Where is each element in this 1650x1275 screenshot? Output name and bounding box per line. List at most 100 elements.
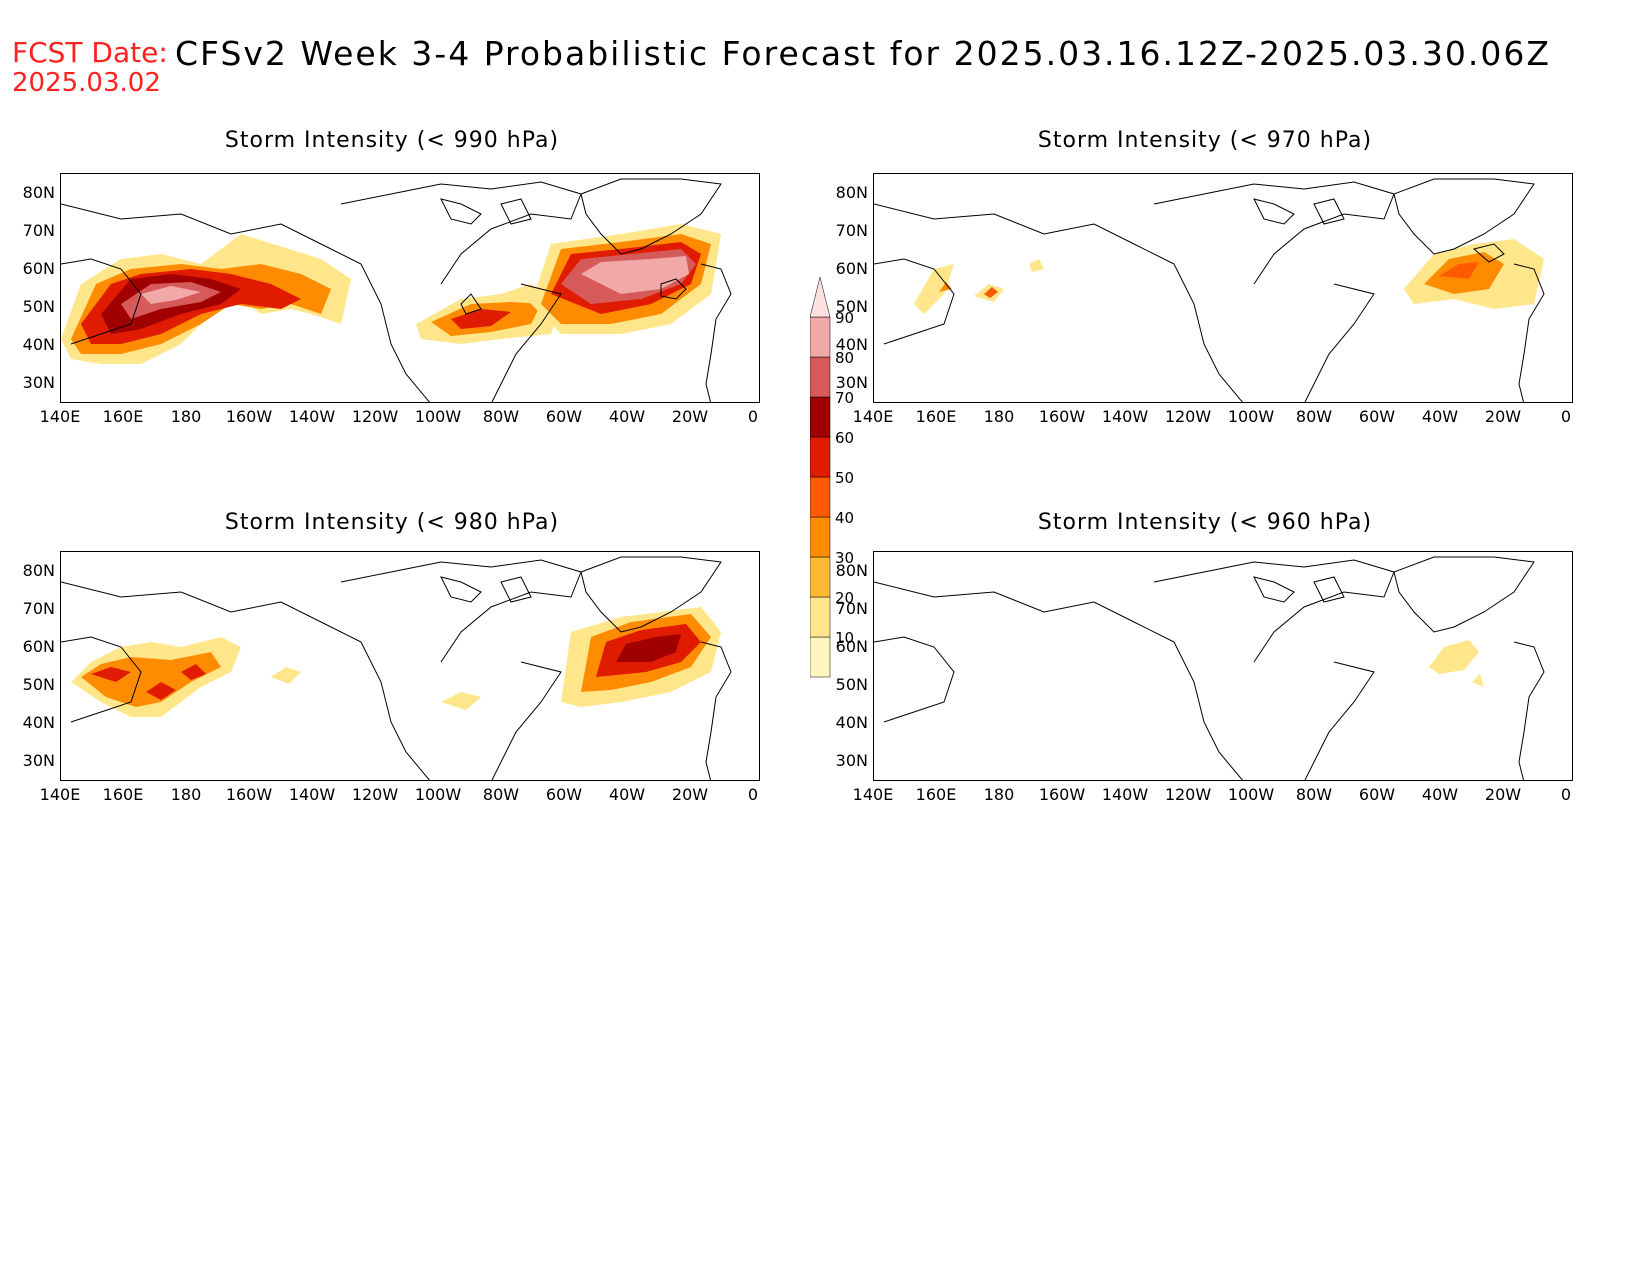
map-panel-980 (60, 551, 760, 781)
coastlines (61, 178, 732, 402)
colorbar-segment (810, 476, 831, 518)
lon-tick-label: 20W (1484, 407, 1522, 426)
lon-tick-label: 180 (983, 785, 1015, 804)
panel-title-980: Storm Intensity (< 980 hPa) (224, 510, 560, 535)
colorbar-segment (810, 276, 831, 318)
lon-tick-label: 140W (1101, 407, 1149, 426)
lat-tick-label: 50N (22, 297, 55, 316)
colorbar-level-label: 50 (835, 469, 855, 487)
lon-tick-label: 0 (747, 407, 759, 426)
map-svg-990 (61, 178, 732, 402)
lon-tick-label: 100W (1227, 407, 1275, 426)
lon-tick-label: 160E (102, 785, 144, 804)
lon-tick-label: 140E (39, 407, 81, 426)
lat-tick-label: 50N (835, 297, 868, 316)
lon-tick-label: 140E (852, 785, 894, 804)
lon-tick-label: 120W (351, 407, 399, 426)
lon-tick-label: 60W (1358, 785, 1396, 804)
colorbar-segment (810, 596, 831, 638)
colorbar-segment (810, 556, 831, 598)
probability-shading (71, 607, 721, 717)
coastlines (61, 556, 732, 780)
lon-tick-label: 40W (608, 407, 646, 426)
lat-tick-label: 80N (22, 561, 55, 580)
map-panel-960 (873, 551, 1573, 781)
lon-tick-label: 40W (608, 785, 646, 804)
colorbar-segment (810, 396, 831, 438)
lon-tick-label: 160W (225, 785, 273, 804)
colorbar-segment (810, 356, 831, 398)
lon-tick-label: 20W (671, 785, 709, 804)
lon-tick-label: 100W (414, 407, 462, 426)
main-title: CFSv2 Week 3-4 Probabilistic Forecast fo… (175, 34, 1551, 73)
map-svg-960 (874, 556, 1545, 780)
lat-tick-label: 80N (835, 183, 868, 202)
lat-tick-label: 40N (835, 713, 868, 732)
panel-title-960: Storm Intensity (< 960 hPa) (1037, 510, 1373, 535)
lat-tick-label: 60N (835, 259, 868, 278)
lat-tick-label: 30N (22, 751, 55, 770)
lon-tick-label: 160E (915, 407, 957, 426)
panel-title-970: Storm Intensity (< 970 hPa) (1037, 128, 1373, 153)
lon-tick-label: 160E (102, 407, 144, 426)
colorbar (810, 276, 831, 678)
lon-tick-label: 160W (1038, 785, 1086, 804)
colorbar-level-label: 30 (835, 549, 855, 567)
lat-tick-label: 80N (22, 183, 55, 202)
fcst-date: 2025.03.02 (12, 68, 161, 98)
lon-tick-label: 20W (1484, 785, 1522, 804)
lat-tick-label: 80N (835, 561, 868, 580)
colorbar-level-label: 60 (835, 429, 855, 447)
lon-tick-label: 100W (414, 785, 462, 804)
map-svg-980 (61, 556, 732, 780)
lon-tick-label: 60W (1358, 407, 1396, 426)
colorbar-segment (810, 316, 831, 358)
lon-tick-label: 140W (1101, 785, 1149, 804)
lat-tick-label: 70N (22, 599, 55, 618)
lon-tick-label: 120W (1164, 785, 1212, 804)
colorbar-level-label: 40 (835, 509, 855, 527)
lon-tick-label: 180 (983, 407, 1015, 426)
lon-tick-label: 160E (915, 785, 957, 804)
colorbar-level-label: 10 (835, 629, 855, 647)
colorbar-level-label: 70 (835, 389, 855, 407)
lon-tick-label: 140W (288, 785, 336, 804)
lon-tick-label: 180 (170, 407, 202, 426)
lon-tick-label: 140E (852, 407, 894, 426)
map-panel-990 (60, 173, 760, 403)
lat-tick-label: 70N (22, 221, 55, 240)
lat-tick-label: 30N (835, 751, 868, 770)
fcst-label: FCST Date: (12, 36, 168, 69)
lon-tick-label: 120W (351, 785, 399, 804)
colorbar-level-label: 90 (835, 309, 855, 327)
panel-title-990: Storm Intensity (< 990 hPa) (224, 128, 560, 153)
lat-tick-label: 50N (835, 675, 868, 694)
lon-tick-label: 80W (1295, 407, 1333, 426)
lat-tick-label: 40N (22, 335, 55, 354)
coastlines (874, 178, 1545, 402)
lat-tick-label: 70N (835, 221, 868, 240)
probability-shading (61, 224, 721, 364)
lon-tick-label: 60W (545, 407, 583, 426)
lat-tick-label: 70N (835, 599, 868, 618)
lon-tick-label: 180 (170, 785, 202, 804)
lon-tick-label: 80W (1295, 785, 1333, 804)
probability-shading (914, 239, 1544, 314)
lon-tick-label: 0 (1560, 785, 1572, 804)
lat-tick-label: 60N (835, 637, 868, 656)
lat-tick-label: 60N (22, 259, 55, 278)
lon-tick-label: 20W (671, 407, 709, 426)
lon-tick-label: 140E (39, 785, 81, 804)
lon-tick-label: 40W (1421, 785, 1459, 804)
lon-tick-label: 160W (1038, 407, 1086, 426)
colorbar-level-label: 80 (835, 349, 855, 367)
lon-tick-label: 160W (225, 407, 273, 426)
lat-tick-label: 50N (22, 675, 55, 694)
lon-tick-label: 60W (545, 785, 583, 804)
map-panel-970 (873, 173, 1573, 403)
map-svg-970 (874, 178, 1545, 402)
lon-tick-label: 40W (1421, 407, 1459, 426)
lon-tick-label: 140W (288, 407, 336, 426)
coastlines (874, 556, 1545, 780)
colorbar-segment (810, 436, 831, 478)
